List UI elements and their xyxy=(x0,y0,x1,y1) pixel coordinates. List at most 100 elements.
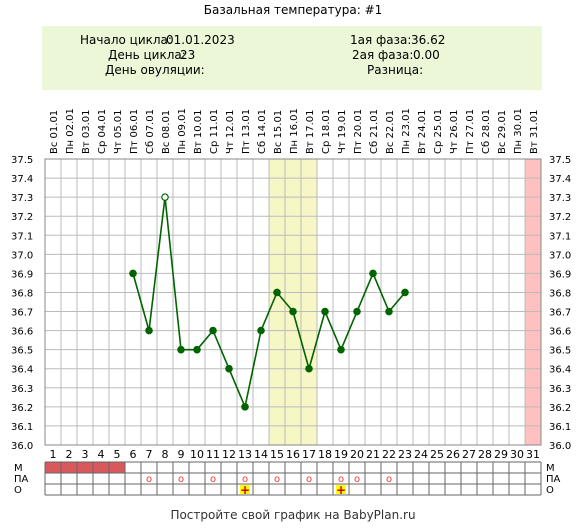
cycle-start-label: Начало цикла: xyxy=(80,33,172,47)
menses-cell xyxy=(93,462,109,473)
day-number: 2 xyxy=(66,448,73,461)
day-number: 14 xyxy=(254,448,268,461)
day-number: 10 xyxy=(190,448,204,461)
y-tick-label-left: 37.0 xyxy=(11,250,33,261)
temperature-point xyxy=(401,288,409,297)
y-tick-label-left: 36.8 xyxy=(11,288,33,299)
row-label-left: О xyxy=(14,485,22,496)
day-number: 9 xyxy=(178,448,185,461)
y-tick-label-left: 37.5 xyxy=(11,155,33,166)
phase1-value: 36.62 xyxy=(411,33,446,47)
y-tick-label-right: 36.7 xyxy=(549,308,571,319)
highlight-band xyxy=(269,159,285,445)
day-number: 15 xyxy=(270,448,284,461)
day-number: 25 xyxy=(430,448,444,461)
date-label: Вс 08.01 xyxy=(161,110,172,154)
pa-marker: o xyxy=(306,474,312,485)
date-label: Пт 06.01 xyxy=(129,109,140,154)
y-tick-label-right: 37.5 xyxy=(549,155,571,166)
temperature-point xyxy=(353,307,361,316)
day-number: 8 xyxy=(162,448,169,461)
pa-marker: o xyxy=(274,474,280,485)
day-number: 12 xyxy=(222,448,236,461)
pa-marker: o xyxy=(146,474,152,485)
cycle-start-value: 01.01.2023 xyxy=(166,33,235,47)
temperature-point xyxy=(193,345,201,354)
phase1-label: 1ая фаза: xyxy=(350,33,412,47)
y-tick-label-left: 36.0 xyxy=(11,441,33,452)
day-number: 29 xyxy=(494,448,508,461)
cycle-end-band xyxy=(525,159,541,445)
day-number: 5 xyxy=(114,448,121,461)
pa-marker: o xyxy=(354,474,360,485)
date-label: Чт 12.01 xyxy=(225,110,236,155)
footer-link[interactable]: Постройте свой график на BabyPlan.ru xyxy=(170,508,416,522)
day-number: 23 xyxy=(398,448,412,461)
temperature-point-open xyxy=(161,193,169,201)
day-number: 21 xyxy=(366,448,380,461)
date-label: Вт 31.01 xyxy=(529,110,540,155)
row-label-right: М xyxy=(546,463,555,474)
date-label: Чт 19.01 xyxy=(337,110,348,155)
y-tick-label-left: 36.4 xyxy=(11,365,33,376)
day-number: 13 xyxy=(238,448,252,461)
y-tick-label-right: 36.5 xyxy=(549,346,571,357)
temperature-point xyxy=(289,307,297,316)
pa-marker: o xyxy=(178,474,184,485)
y-tick-label-left: 36.3 xyxy=(11,384,33,395)
day-number: 28 xyxy=(478,448,492,461)
temperature-point xyxy=(321,307,329,316)
menses-cell xyxy=(45,462,61,473)
cycle-info-panel: Начало цикла: 01.01.2023 День цикла: 23 … xyxy=(42,26,542,90)
plot-frame xyxy=(44,158,542,446)
y-tick-label-left: 36.7 xyxy=(11,308,33,319)
date-label: Ср 04.01 xyxy=(97,109,108,154)
row-label-left: М xyxy=(14,463,23,474)
cycle-day-label: День цикла: xyxy=(108,48,186,62)
day-number: 17 xyxy=(302,448,316,461)
date-label: Ср 18.01 xyxy=(321,109,332,154)
day-number: 31 xyxy=(526,448,540,461)
date-label: Вс 29.01 xyxy=(497,110,508,154)
y-tick-label-right: 36.8 xyxy=(549,288,571,299)
day-number: 18 xyxy=(318,448,332,461)
date-label: Ср 25.01 xyxy=(433,109,444,154)
row-label-right: О xyxy=(546,485,554,496)
date-label: Пн 09.01 xyxy=(177,108,188,154)
y-tick-label-left: 37.2 xyxy=(11,212,33,223)
date-label: Вт 10.01 xyxy=(193,110,204,155)
day-number: 3 xyxy=(82,448,89,461)
y-tick-label-right: 36.0 xyxy=(549,441,571,452)
temperature-point xyxy=(209,326,217,335)
date-label: Вс 01.01 xyxy=(49,110,60,154)
highlight-band xyxy=(285,159,301,445)
date-label: Пн 02.01 xyxy=(65,108,76,154)
date-label: Вс 22.01 xyxy=(385,110,396,154)
temperature-point xyxy=(385,307,393,316)
day-number: 6 xyxy=(130,448,137,461)
day-number: 19 xyxy=(334,448,348,461)
y-tick-label-left: 37.1 xyxy=(11,231,33,242)
date-label: Ср 11.01 xyxy=(209,109,220,154)
ovulation-day-label: День овуляции: xyxy=(105,63,205,77)
date-label: Сб 14.01 xyxy=(257,109,268,154)
date-label: Пт 27.01 xyxy=(465,109,476,154)
row-label-right: ПА xyxy=(546,474,561,485)
difference-label: Разница: xyxy=(367,63,424,77)
ovulation-test-cell xyxy=(240,485,250,494)
pa-marker: o xyxy=(386,474,392,485)
row-label-left: ПА xyxy=(14,474,29,485)
temperature-point xyxy=(369,269,377,278)
temperature-point xyxy=(241,403,249,411)
y-tick-label-right: 36.6 xyxy=(549,327,571,338)
y-tick-label-left: 36.2 xyxy=(11,403,33,414)
temperature-point xyxy=(129,269,137,278)
highlight-band xyxy=(301,159,317,445)
y-tick-label-right: 37.2 xyxy=(549,212,571,223)
date-label: Пн 30.01 xyxy=(513,108,524,154)
ovulation-test-marker: + xyxy=(240,483,250,497)
date-label: Вт 24.01 xyxy=(417,110,428,155)
day-number: 11 xyxy=(206,448,220,461)
pa-marker: o xyxy=(338,474,344,485)
